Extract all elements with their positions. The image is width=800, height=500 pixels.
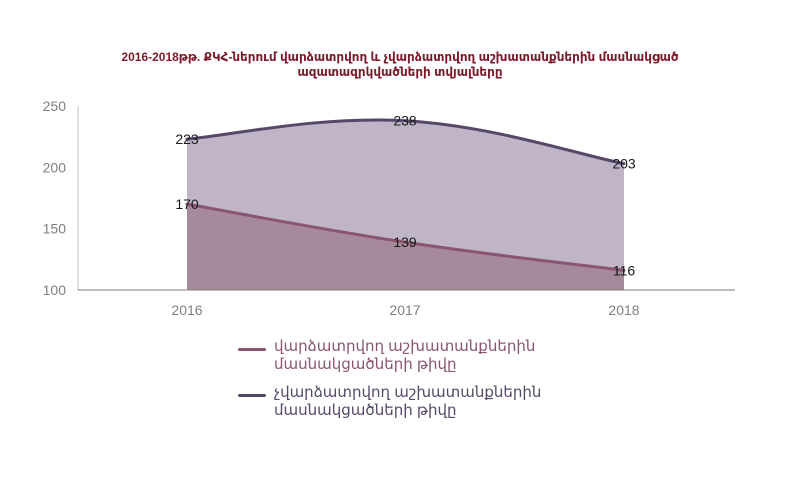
data-label: 203 [612, 156, 636, 172]
data-labels: 170 139 116 223 238 203 [175, 113, 636, 279]
series-0-line [185, 202, 626, 272]
data-label: 116 [613, 262, 636, 278]
legend-swatch-paid [238, 348, 266, 351]
legend-item-paid[interactable]: վարձատրվող աշխատանքներին մասնակցածների թ… [238, 338, 541, 374]
legend-label-unpaid: չվարձատրվող աշխատանքներին մասնակցածների … [274, 384, 541, 420]
chart-title-line-2: ազատազրկվածների տվյալները [297, 65, 503, 79]
axes: 100 150 200 250 2016 2017 2018 [43, 98, 735, 318]
x-tick-label: 2018 [608, 302, 639, 318]
data-label: 223 [175, 131, 199, 147]
legend-label-paid: վարձատրվող աշխատանքներին մասնակցածների թ… [274, 338, 535, 374]
series-1-line [185, 118, 626, 166]
y-tick-label: 100 [43, 282, 67, 298]
x-tick-label: 2017 [389, 302, 420, 318]
series-0-area [187, 204, 624, 290]
x-tick-label: 2016 [171, 302, 202, 318]
series-areas [185, 118, 626, 290]
legend-item-unpaid[interactable]: չվարձատրվող աշխատանքներին մասնակցածների … [238, 384, 541, 420]
legend-label-unpaid-line-1: չվարձատրվող աշխատանքներին [274, 384, 542, 401]
data-label: 139 [393, 234, 417, 250]
y-tick-label: 150 [43, 221, 67, 237]
y-tick-label: 200 [43, 159, 67, 175]
legend-label-unpaid-line-2: մասնակցածների թիվը [274, 402, 457, 419]
legend-label-paid-line-2: մասնակցածների թիվը [274, 356, 457, 373]
legend-swatch-unpaid [238, 394, 266, 397]
y-tick-label: 250 [43, 98, 67, 114]
data-label: 170 [175, 196, 199, 212]
chart-title-line-1: 2016-2018թթ. ՔԿՀ-ներում վարձատրվող և չվա… [121, 50, 679, 64]
legend: վարձատրվող աշխատանքներին մասնակցածների թ… [238, 338, 541, 430]
legend-label-paid-line-1: վարձատրվող աշխատանքներին [274, 338, 536, 355]
chart-title: 2016-2018թթ. ՔԿՀ-ներում վարձատրվող և չվա… [0, 50, 800, 80]
data-label: 238 [393, 113, 417, 129]
